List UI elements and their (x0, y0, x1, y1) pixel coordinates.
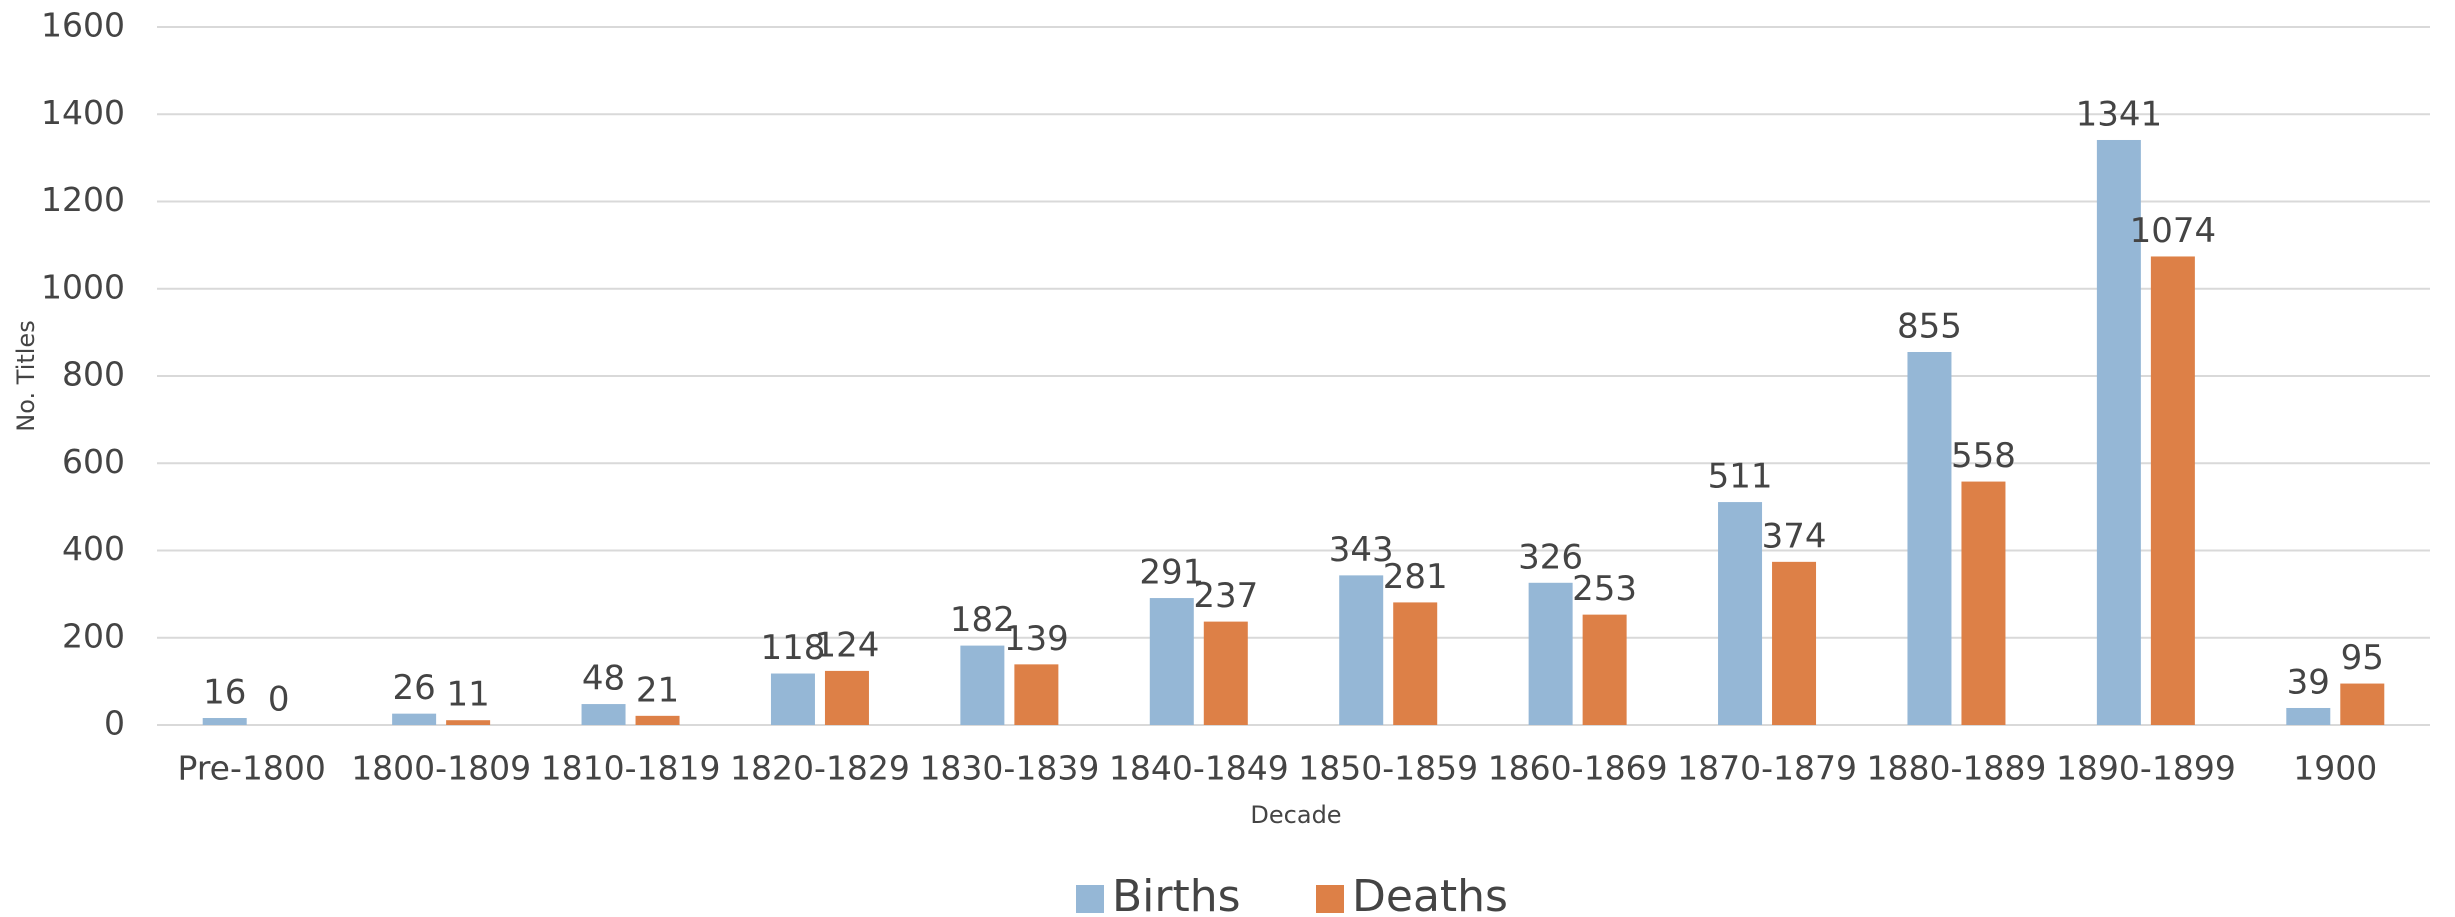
data-label: 16 (203, 673, 246, 713)
bar (1718, 502, 1763, 725)
data-label: 511 (1708, 457, 1773, 497)
data-label: 558 (1951, 436, 2016, 476)
y-axis-title: No. Titles (12, 320, 40, 431)
y-tick-label: 0 (104, 704, 125, 743)
y-tick-label: 1600 (41, 6, 125, 45)
data-label: 253 (1572, 569, 1637, 609)
bar (581, 704, 626, 725)
data-label: 39 (2287, 662, 2330, 702)
bar (202, 718, 247, 725)
bar (960, 645, 1005, 725)
x-tick-label: Pre-1800 (178, 749, 326, 788)
data-label: 0 (268, 680, 290, 720)
data-label: 1074 (2130, 211, 2217, 251)
data-label: 48 (582, 659, 625, 699)
bar (1772, 561, 1817, 725)
y-tick-label: 1400 (41, 93, 125, 132)
bar (2150, 256, 2195, 725)
bar (1203, 621, 1248, 725)
y-tick-label: 400 (62, 529, 125, 568)
x-tick-label: 1860-1869 (1488, 749, 1668, 788)
legend-swatch (1076, 885, 1104, 913)
x-tick-label: 1830-1839 (919, 749, 1099, 788)
data-label: 182 (950, 600, 1015, 640)
x-tick-label: 1810-1819 (541, 749, 721, 788)
data-label: 95 (2341, 638, 2384, 678)
bar (1528, 582, 1573, 725)
x-tick-label: 1840-1849 (1109, 749, 1289, 788)
data-label: 237 (1193, 576, 1258, 616)
data-label: 1341 (2076, 94, 2163, 134)
x-tick-label: 1800-1809 (351, 749, 531, 788)
data-label: 11 (446, 675, 489, 715)
x-axis-title: Decade (1250, 801, 1341, 829)
data-label: 374 (1762, 516, 1827, 556)
y-tick-label: 200 (62, 616, 125, 655)
y-tick-label: 1200 (41, 180, 125, 219)
bar (2340, 683, 2385, 725)
data-label: 855 (1897, 307, 1962, 347)
bar (635, 715, 680, 725)
y-tick-label: 800 (62, 355, 125, 394)
bar (1339, 575, 1384, 725)
bar (2096, 139, 2141, 725)
x-tick-label: 1850-1859 (1298, 749, 1478, 788)
data-label: 26 (392, 668, 435, 708)
bar (1907, 352, 1952, 725)
bar (1014, 664, 1059, 725)
x-tick-label: 1880-1889 (1867, 749, 2047, 788)
y-tick-label: 1000 (41, 267, 125, 306)
bar (770, 673, 815, 725)
x-tick-label: 1870-1879 (1677, 749, 1857, 788)
x-tick-label: 1890-1899 (2056, 749, 2236, 788)
bar (446, 720, 491, 725)
data-label: 343 (1329, 530, 1394, 570)
legend-swatch (1316, 885, 1344, 913)
data-label: 281 (1383, 557, 1448, 597)
bar (1961, 481, 2006, 725)
bar (824, 670, 869, 725)
bar (1393, 602, 1438, 725)
data-label: 139 (1004, 619, 1069, 659)
bar (1149, 598, 1194, 725)
x-tick-label: 1820-1829 (730, 749, 910, 788)
bar (1582, 614, 1627, 725)
bar (392, 713, 437, 725)
data-label: 118 (761, 628, 826, 668)
data-label: 124 (815, 625, 880, 665)
x-tick-label: 1900 (2293, 749, 2377, 788)
y-tick-label: 600 (62, 442, 125, 481)
legend-label: Deaths (1352, 871, 1508, 917)
bar (2286, 707, 2331, 725)
data-label: 21 (636, 670, 679, 710)
data-label: 326 (1518, 537, 1583, 577)
data-label: 291 (1139, 553, 1204, 593)
legend-label: Births (1112, 871, 1241, 917)
